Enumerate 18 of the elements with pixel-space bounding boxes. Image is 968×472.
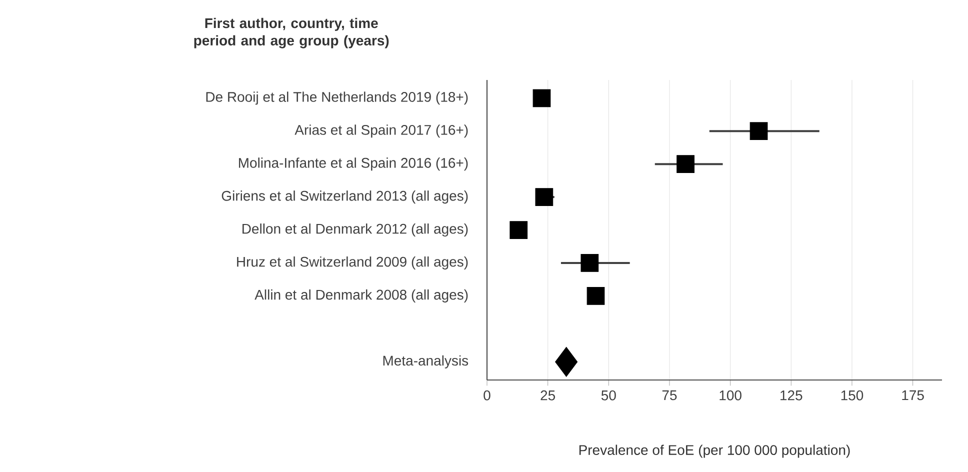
y-tick-label: Arias et al Spain 2017 (16+) xyxy=(294,124,468,138)
y-tick-label: Molina-Infante et al Spain 2016 (16+) xyxy=(238,158,468,171)
y-tick-label: Allin et al Denmark 2008 (all ages) xyxy=(254,289,468,302)
y-axis-title: First author, country, time period and age group (years) xyxy=(194,18,389,48)
y-tick-label: De Rooij et al The Netherlands 2019 (18+) xyxy=(206,92,468,105)
y-tick-label: Dellon et al Denmark 2012 (all ages) xyxy=(242,223,468,237)
y-tick-label: Giriens et al Switzerland 2013 (all ages) xyxy=(222,190,468,204)
x-tick-label: 100 xyxy=(720,390,742,400)
x-axis-title: Prevalence of EoE (per 100 000 population) xyxy=(579,444,850,458)
y-tick-label: Meta-analysis xyxy=(383,355,468,368)
x-tick-label: 25 xyxy=(540,390,556,400)
x-tick-label: 175 xyxy=(902,390,924,400)
x-tick-label: 150 xyxy=(841,390,864,400)
x-tick-label: 75 xyxy=(662,390,677,400)
x-tick-label: 50 xyxy=(601,390,616,400)
x-tick-label: 125 xyxy=(780,390,802,400)
y-tick-label: Hruz et al Switzerland 2009 (all ages) xyxy=(237,256,468,270)
x-tick-label: 0 xyxy=(484,390,490,400)
